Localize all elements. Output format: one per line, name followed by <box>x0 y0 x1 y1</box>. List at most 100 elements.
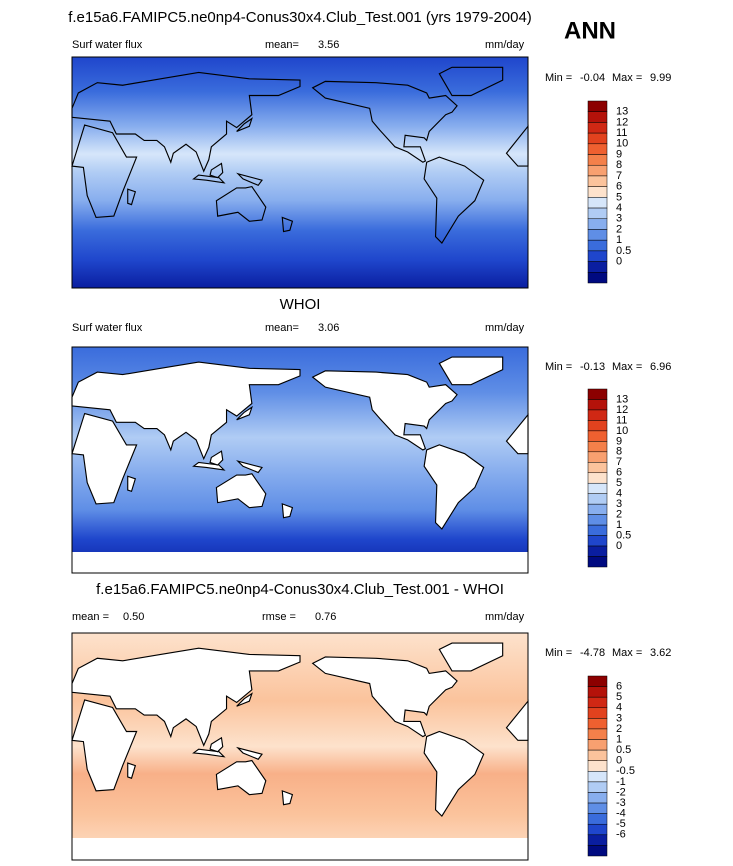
colorbar-box <box>587 229 608 241</box>
colorbar-label: 5 <box>616 691 622 703</box>
units: mm/day <box>485 322 525 334</box>
colorbar-label: 11 <box>616 127 627 139</box>
colorbar-box <box>587 514 608 526</box>
colorbar-box <box>587 143 608 155</box>
season-label: ANN <box>564 17 616 44</box>
variable-label: Surf water flux <box>72 39 143 51</box>
colorbar-box <box>587 261 608 273</box>
colorbar-label: 5 <box>616 477 622 489</box>
colorbar-label: 13 <box>616 106 628 118</box>
colorbar-label: 0 <box>616 755 622 767</box>
map <box>71 632 529 861</box>
colorbar-box <box>587 728 608 740</box>
colorbar-label: -3 <box>616 797 626 809</box>
colorbar-label: 8 <box>616 159 622 171</box>
colorbar-box <box>587 451 608 463</box>
colorbar-label: 0.5 <box>616 744 631 756</box>
colorbar-label: 13 <box>616 393 628 405</box>
colorbar-label: 6 <box>616 680 622 692</box>
colorbar-box <box>587 503 608 515</box>
colorbar-box <box>587 739 608 751</box>
colorbar-label: 0 <box>616 540 622 552</box>
colorbar-box <box>587 675 608 687</box>
colorbar-label: 0 <box>616 255 622 267</box>
colorbar-box <box>587 239 608 252</box>
colorbar-box <box>587 207 608 220</box>
colorbar-label: 11 <box>616 414 627 426</box>
max-label: Max = <box>612 361 642 373</box>
colorbar-box <box>587 197 608 209</box>
colorbar-box <box>587 272 608 284</box>
colorbar-box <box>587 111 608 123</box>
colorbar-box <box>587 482 608 494</box>
max-value: 6.96 <box>650 361 671 373</box>
colorbar-label: 3 <box>616 712 622 724</box>
colorbar-box <box>587 430 608 442</box>
colorbar-label: 2 <box>616 509 622 521</box>
min-label: Min = <box>545 361 572 373</box>
colorbar-label: -1 <box>616 776 626 788</box>
colorbar-box <box>587 132 608 145</box>
colorbar-box <box>587 686 608 698</box>
colorbar-box <box>587 250 608 262</box>
colorbar-box <box>587 164 608 177</box>
min-value: -0.04 <box>580 72 605 84</box>
colorbar-label: 3 <box>616 498 622 510</box>
colorbar-box <box>587 441 608 453</box>
colorbar-label: 0.5 <box>616 529 631 541</box>
stat-label: rmse = <box>262 611 296 623</box>
variable-label: Surf water flux <box>72 322 143 334</box>
figure-title: f.e15a6.FAMIPC5.ne0np4-Conus30x4.Club_Te… <box>68 9 532 26</box>
colorbar-label: 1 <box>616 234 622 246</box>
colorbar-box <box>587 100 608 112</box>
min-label: Min = <box>545 647 572 659</box>
colorbar-box <box>587 535 608 547</box>
colorbar-box <box>587 834 608 846</box>
colorbar-label: 6 <box>616 467 622 479</box>
panel-title: WHOI <box>280 296 321 313</box>
colorbar-label: 3 <box>616 213 622 225</box>
colorbar-label: 2 <box>616 223 622 235</box>
panel-title: f.e15a6.FAMIPC5.ne0np4-Conus30x4.Club_Te… <box>96 581 504 598</box>
min-label: Min = <box>545 72 572 84</box>
stat-label: mean= <box>265 322 299 334</box>
colorbar-label: 9 <box>616 148 622 160</box>
colorbar-label: 9 <box>616 435 622 447</box>
colorbar-box <box>587 749 608 761</box>
colorbar-label: 4 <box>616 202 622 214</box>
stat-value: 0.50 <box>123 611 144 623</box>
colorbar-box <box>587 802 608 814</box>
colorbar-box <box>587 845 608 857</box>
colorbar-box <box>587 781 608 793</box>
max-label: Max = <box>612 647 642 659</box>
colorbar-label: 7 <box>616 456 622 468</box>
colorbar-box <box>587 154 608 166</box>
colorbar-label: 8 <box>616 446 622 458</box>
colorbar-label: 10 <box>616 425 628 437</box>
map-frame <box>71 632 529 861</box>
colorbar-label: 12 <box>616 404 628 416</box>
colorbar-label: 4 <box>616 702 622 714</box>
max-label: Max = <box>612 72 642 84</box>
colorbar-box <box>587 186 608 198</box>
colorbar-label: 2 <box>616 723 622 735</box>
colorbar-label: 10 <box>616 138 628 150</box>
stat-value: 3.56 <box>318 39 339 51</box>
colorbar-box <box>587 122 608 134</box>
colorbar-label: 5 <box>616 191 622 203</box>
colorbar-box <box>587 696 608 709</box>
colorbar-box <box>587 771 608 783</box>
map-frame <box>71 346 529 574</box>
map-field <box>72 57 528 288</box>
colorbar-box <box>587 760 608 772</box>
no-data-region <box>72 552 528 573</box>
colorbar-label: -2 <box>616 786 626 798</box>
colorbar-label: 1 <box>616 519 622 531</box>
min-value: -0.13 <box>580 361 605 373</box>
map <box>71 346 529 574</box>
colorbar-label: -6 <box>616 829 626 841</box>
max-value: 3.62 <box>650 647 671 659</box>
no-data-region <box>72 838 528 860</box>
colorbar-label: -5 <box>616 818 626 830</box>
colorbar-box <box>587 399 608 411</box>
